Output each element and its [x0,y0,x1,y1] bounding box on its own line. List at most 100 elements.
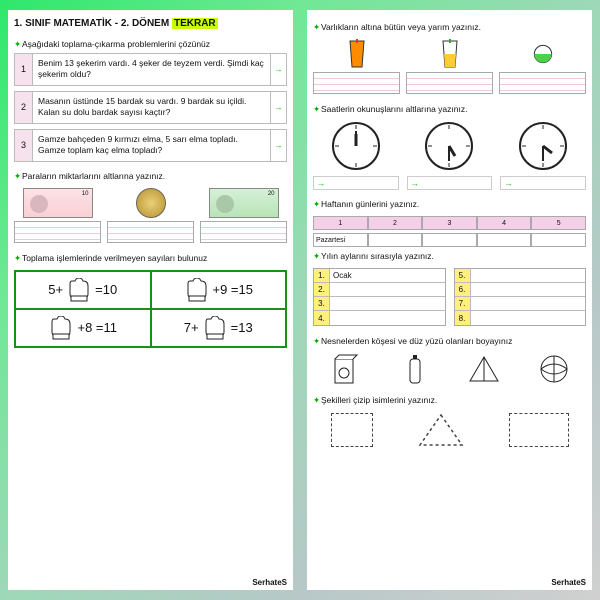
write-lines[interactable] [313,72,400,94]
equation-grid: 5+ =10 +9 =15 +8 =11 7+ =13 [14,270,287,348]
equation-cell[interactable]: 5+ =10 [15,271,151,309]
write-lines[interactable] [14,221,101,243]
coin-icon [136,188,166,218]
problem-1: 1 Benim 13 şekerim vardı. 4 şeker de tey… [14,53,287,86]
shapes-row [313,413,586,447]
dashed-rectangle[interactable] [509,413,569,447]
money-item: 20 [200,188,287,243]
instruction-r5: ✦Nesnelerden köşesi ve düz yüzü olanları… [313,336,586,347]
problem-number: 1 [14,53,32,86]
dashed-triangle[interactable] [416,413,466,447]
arrow-row: → → → [313,176,586,190]
month-num: 2. [314,283,330,296]
glass-row [313,39,586,94]
glass-icon [347,39,367,69]
instruction-r1: ✦Varlıkların altına bütün veya yarım yaz… [313,22,586,33]
day-names: Pazartesi [313,233,586,247]
objects-row [313,353,586,385]
month-num: 3. [314,297,330,310]
problem-text: Gamze bahçeden 9 kırmızı elma, 5 sarı el… [32,129,271,162]
money-item: 10 [14,188,101,243]
ball-icon [536,353,572,385]
month-name[interactable] [330,297,445,310]
problem-number: 3 [14,129,32,162]
day-num: 4 [477,216,532,230]
worksheet-right: ✦Varlıkların altına bütün veya yarım yaz… [307,10,592,590]
month-num: 4. [314,311,330,325]
clock-icon [424,121,474,171]
day-cell[interactable] [477,233,532,247]
month-num: 1. [314,269,330,282]
month-name[interactable]: Ocak [330,269,445,282]
write-lines[interactable] [499,72,586,94]
month-name[interactable] [330,311,445,325]
problem-arrow: → [271,129,287,162]
instruction-3: ✦Toplama işlemlerinde verilmeyen sayılar… [14,253,287,264]
month-num: 6. [455,283,471,296]
day-cell[interactable] [422,233,477,247]
month-name[interactable] [471,283,586,296]
glass-item [499,39,586,94]
glass-item [406,39,493,94]
mitten-icon [66,278,92,302]
write-lines[interactable] [406,72,493,94]
month-name[interactable] [471,297,586,310]
month-name[interactable] [330,283,445,296]
money-row: 10 20 [14,188,287,243]
brand-label: SerhateS [551,578,586,587]
write-lines[interactable] [200,221,287,243]
day-cell[interactable] [368,233,423,247]
day-num: 5 [531,216,586,230]
tent-icon [466,353,502,385]
problem-arrow: → [271,53,287,86]
write-lines[interactable] [107,221,194,243]
worksheet-left: 1. SINIF MATEMATİK - 2. DÖNEM TEKRAR ✦Aş… [8,10,293,590]
instruction-r4: ✦Yılın aylarını sırasıyla yazınız. [313,251,586,262]
day-num: 2 [368,216,423,230]
clock-icon [518,121,568,171]
title-highlight: TEKRAR [172,18,218,29]
instruction-r2: ✦Saatlerin okunuşlarını altlarına yazını… [313,104,586,115]
month-name[interactable] [471,311,586,325]
month-name[interactable] [471,269,586,282]
circle-icon [533,39,553,69]
problem-3: 3 Gamze bahçeden 9 kırmızı elma, 5 sarı … [14,129,287,162]
equation-cell[interactable]: 7+ =13 [151,309,287,347]
arrow-cell[interactable]: → [313,176,399,190]
day-numbers: 1 2 3 4 5 [313,216,586,230]
problem-text: Masanın üstünde 15 bardak su vardı. 9 ba… [32,91,271,124]
battery-icon [397,353,433,385]
title-text: 1. SINIF MATEMATİK - 2. DÖNEM [14,18,172,29]
equation-cell[interactable]: +9 =15 [151,271,287,309]
equation-cell[interactable]: +8 =11 [15,309,151,347]
clock-row [313,121,586,171]
mitten-icon [202,316,228,340]
instruction-1: ✦Aşağıdaki toplama-çıkarma problemlerini… [14,39,287,50]
problem-arrow: → [271,91,287,124]
problem-2: 2 Masanın üstünde 15 bardak su vardı. 9 … [14,91,287,124]
month-num: 5. [455,269,471,282]
months-col-right: 5. 6. 7. 8. [454,268,587,326]
day-cell[interactable] [531,233,586,247]
day-cell[interactable]: Pazartesi [313,233,368,247]
instruction-r6: ✦Şekilleri çizip isimlerini yazınız. [313,395,586,406]
banknote-icon: 20 [209,188,279,218]
day-num: 1 [313,216,368,230]
months-col-left: 1.Ocak 2. 3. 4. [313,268,446,326]
month-num: 7. [455,297,471,310]
brand-label: SerhateS [252,578,287,587]
arrow-cell[interactable]: → [407,176,493,190]
instruction-r3: ✦Haftanın günlerini yazınız. [313,199,586,210]
dashed-square[interactable] [331,413,373,447]
glass-item [313,39,400,94]
money-item [107,188,194,243]
arrow-cell[interactable]: → [500,176,586,190]
instruction-2: ✦Paraların miktarlarını altlarına yazını… [14,171,287,182]
glass-icon [440,39,460,69]
page-title: 1. SINIF MATEMATİK - 2. DÖNEM TEKRAR [14,18,287,29]
day-num: 3 [422,216,477,230]
juicebox-icon [327,353,363,385]
months-grid: 1.Ocak 2. 3. 4. 5. 6. 7. 8. [313,268,586,326]
banknote-icon: 10 [23,188,93,218]
problem-number: 2 [14,91,32,124]
